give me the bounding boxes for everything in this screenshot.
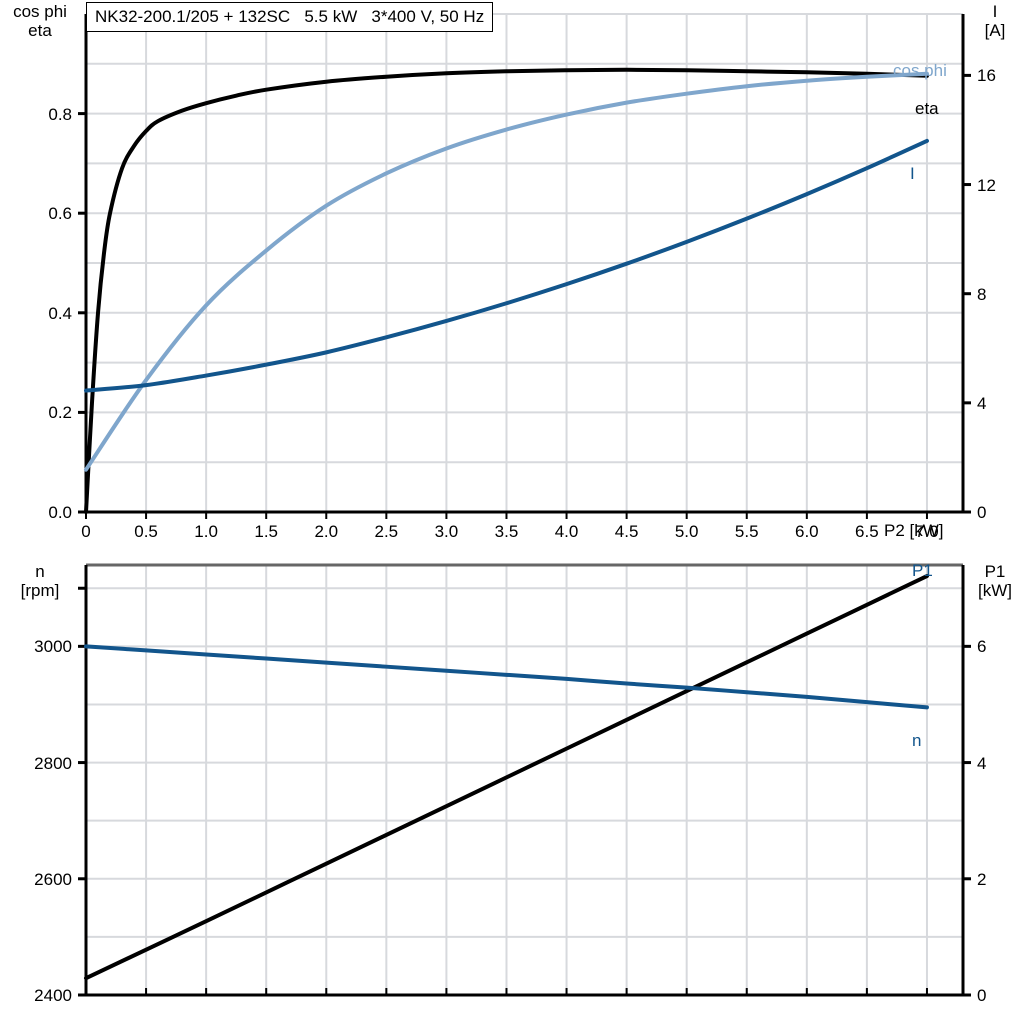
- bottom-left-tick: 2800: [34, 753, 72, 773]
- top-right-tick: 12: [977, 175, 996, 195]
- top-chart-plot: [78, 13, 971, 519]
- top-x-tick: 5.5: [734, 522, 759, 541]
- top-x-tick: 2.5: [374, 522, 399, 541]
- top-right-tick: 8: [977, 284, 987, 304]
- bottom-left-axis-label: n [rpm]: [20, 562, 60, 600]
- curve-label-p1: P1: [912, 561, 933, 580]
- curve-label-current: I: [910, 164, 915, 183]
- top-left-tick: 0.4: [48, 303, 72, 323]
- top-x-tick: 4.0: [554, 522, 579, 541]
- curve-label-eta: eta: [915, 99, 939, 118]
- top-x-tick: 0.5: [134, 522, 158, 541]
- top-x-axis-label: P2 [kW]: [884, 521, 944, 540]
- top-left-axis-label: cos phi eta: [13, 2, 67, 40]
- top-x-tick: 6.0: [794, 522, 819, 541]
- top-left-tick: 0.2: [48, 403, 72, 423]
- top-x-tick: 0: [81, 522, 91, 541]
- top-x-tick: 4.5: [614, 522, 639, 541]
- top-left-tick: 0.8: [48, 104, 72, 124]
- bottom-right-tick: 0: [977, 986, 987, 1005]
- top-right-tick: 16: [977, 66, 996, 86]
- top-x-tick: 7.0: [915, 522, 939, 541]
- top-right-tick: 4: [977, 393, 987, 413]
- curve-label-speed: n: [912, 731, 922, 750]
- curve-label-cos-phi: cos phi: [893, 61, 947, 80]
- bottom-left-tick: 2600: [34, 869, 72, 889]
- bottom-left-tick: 3000: [34, 637, 72, 657]
- top-x-tick: 6.5: [855, 522, 879, 541]
- chart-title: NK32-200.1/205 + 132SC 5.5 kW 3*400 V, 5…: [86, 2, 494, 32]
- top-x-tick: 5.0: [674, 522, 699, 541]
- top-right-axis-label: I [A]: [984, 2, 1006, 40]
- bottom-right-tick: 4: [977, 753, 987, 773]
- top-x-tick: 1.5: [254, 522, 279, 541]
- bottom-right-axis-label: P1 [kW]: [978, 562, 1012, 600]
- top-left-tick: 0.6: [48, 204, 72, 224]
- bottom-right-tick: 2: [977, 869, 987, 889]
- top-x-tick: 2.0: [314, 522, 339, 541]
- top-right-tick: 0: [977, 503, 987, 522]
- top-left-tick: 0.0: [48, 503, 72, 522]
- top-x-tick: 3.0: [434, 522, 459, 541]
- bottom-left-tick: 2400: [34, 986, 72, 1005]
- top-x-tick: 3.5: [494, 522, 519, 541]
- top-x-tick: 1.0: [194, 522, 218, 541]
- bottom-right-tick: 6: [977, 637, 987, 657]
